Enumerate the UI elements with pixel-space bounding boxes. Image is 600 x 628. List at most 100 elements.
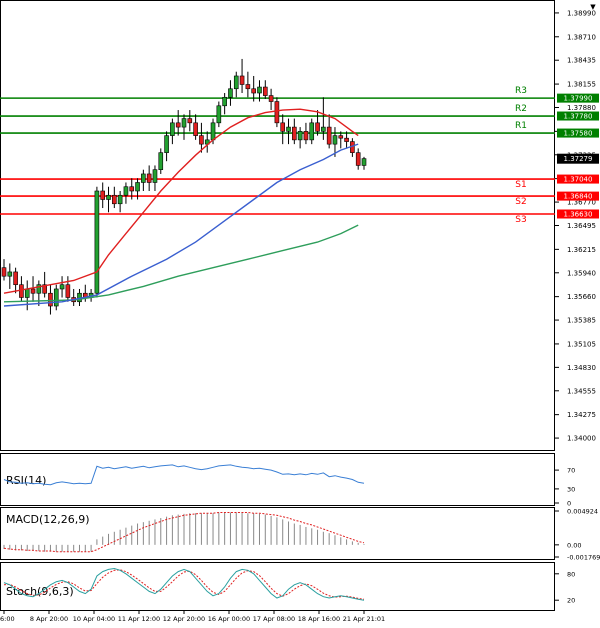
candle-body [141,173,146,183]
rsi-line [3,464,365,486]
level-name-S3: S3 [515,215,526,225]
price-tick-label: 1.37880 [567,104,596,112]
candle-body [210,122,216,141]
level-price-box-S2 [557,191,599,201]
price-panel-frame [0,0,555,451]
macd-panel-frame [0,507,555,560]
macd-histogram [3,512,365,552]
candle-body [355,152,361,166]
candle-body [233,75,239,90]
stoch-axis: 80 20 [555,570,575,605]
candle-body [65,284,71,298]
time-tick-label: 11 Apr 12:00 [118,615,160,623]
candle-body [193,122,198,136]
candle-body [344,137,349,142]
stoch-tick-label: 20 [567,597,575,605]
time-tick-label: 16 Apr 00:00 [208,615,250,623]
candle-body [30,288,36,294]
rsi-axis: 70 30 0 [555,467,575,508]
rsi-tick-label: 30 [567,485,575,493]
candle-body [309,122,315,141]
candle-body [13,271,18,286]
price-tick-label: 1.38710 [567,33,596,41]
time-axis: 6:00 8 Apr 20:00 10 Apr 04:00 11 Apr 12:00 1… [0,610,385,623]
candle-body [303,131,309,141]
level-price-box-R3 [557,93,599,103]
macd-label: MACD(12,26,9) [6,513,90,526]
candle-body [175,122,181,128]
candle-body [187,118,193,124]
candle-body [19,284,24,298]
candle-body [59,284,65,290]
stoch-panel-frame [0,562,555,611]
candle-body [106,194,111,200]
price-tick-label: 1.34555 [567,387,596,395]
candle-body [292,126,297,141]
price-tick-label: 1.36215 [567,246,596,254]
macd-tick-label: -0.001769 [567,554,600,562]
stoch-main-line [3,567,365,601]
candle-body [338,135,344,139]
level-price-box-S1 [557,174,599,184]
time-tick-label: 10 Apr 04:00 [73,615,115,623]
corner-arrow-icon[interactable]: ▼ [590,3,596,11]
macd-tick-label: 0.00 [567,541,581,549]
rsi-tick-label: 70 [567,467,575,475]
current-price-box [557,153,599,164]
stoch-label: Stoch(9,6,3) [6,585,74,598]
price-tick-label: 1.35385 [567,317,596,325]
candle-body [239,75,245,85]
candle-body [297,131,303,141]
time-tick-label: 6:00 [0,615,15,623]
time-tick-label: 17 Apr 08:00 [253,615,295,623]
candle-body [117,194,123,205]
price-tick-label: 1.38435 [567,57,596,65]
candle-body [274,101,280,124]
level-price-label-S2: 1.36840 [564,193,593,201]
price-tick-label: 1.34275 [567,411,596,419]
candle-body [53,288,59,307]
candle-body [94,190,100,294]
stoch-tick-label: 80 [567,570,575,578]
level-price-box-S3 [557,209,599,219]
level-price-label-S1: 1.37040 [564,176,593,184]
rsi-panel-frame [0,453,555,506]
candle-body [216,105,222,124]
time-tick-label: 21 Apr 21:01 [343,615,385,623]
candle-body [280,122,286,132]
price-tick-label: 1.38990 [567,9,596,17]
price-tick-label: 1.36495 [567,222,596,230]
level-price-label-R1: 1.37580 [564,130,593,138]
candle-body [100,190,106,200]
candle-body [326,126,332,145]
candle-body [245,84,251,90]
candle-body [48,292,53,307]
ma-blue-line [3,143,359,307]
price-tick-label: 1.35940 [567,269,596,277]
rsi-label: RSI(14) [6,474,46,487]
price-tick-label: 1.35105 [567,340,596,348]
candle-body [251,88,256,94]
price-tick-label: 1.36770 [567,199,596,207]
candle-body [152,169,158,183]
candle-body [24,288,30,298]
price-tick-label: 1.38155 [567,81,596,89]
time-tick-label: 8 Apr 20:00 [30,615,68,623]
candle-body [112,194,117,205]
candle-body [7,271,13,277]
level-name-S2: S2 [515,197,526,207]
candle-body [361,158,367,166]
time-tick-label: 12 Apr 20:00 [163,615,205,623]
candle-body [262,86,268,96]
candle-body [321,126,326,132]
level-price-label-R3: 1.37990 [564,95,593,103]
level-name-R2: R2 [515,104,527,114]
level-name-S1: S1 [515,180,526,190]
candle-body [36,284,42,294]
ma-red-line [3,108,359,294]
candle-body [181,118,187,128]
candle-body [315,122,320,132]
level-name-R3: R3 [515,86,527,96]
